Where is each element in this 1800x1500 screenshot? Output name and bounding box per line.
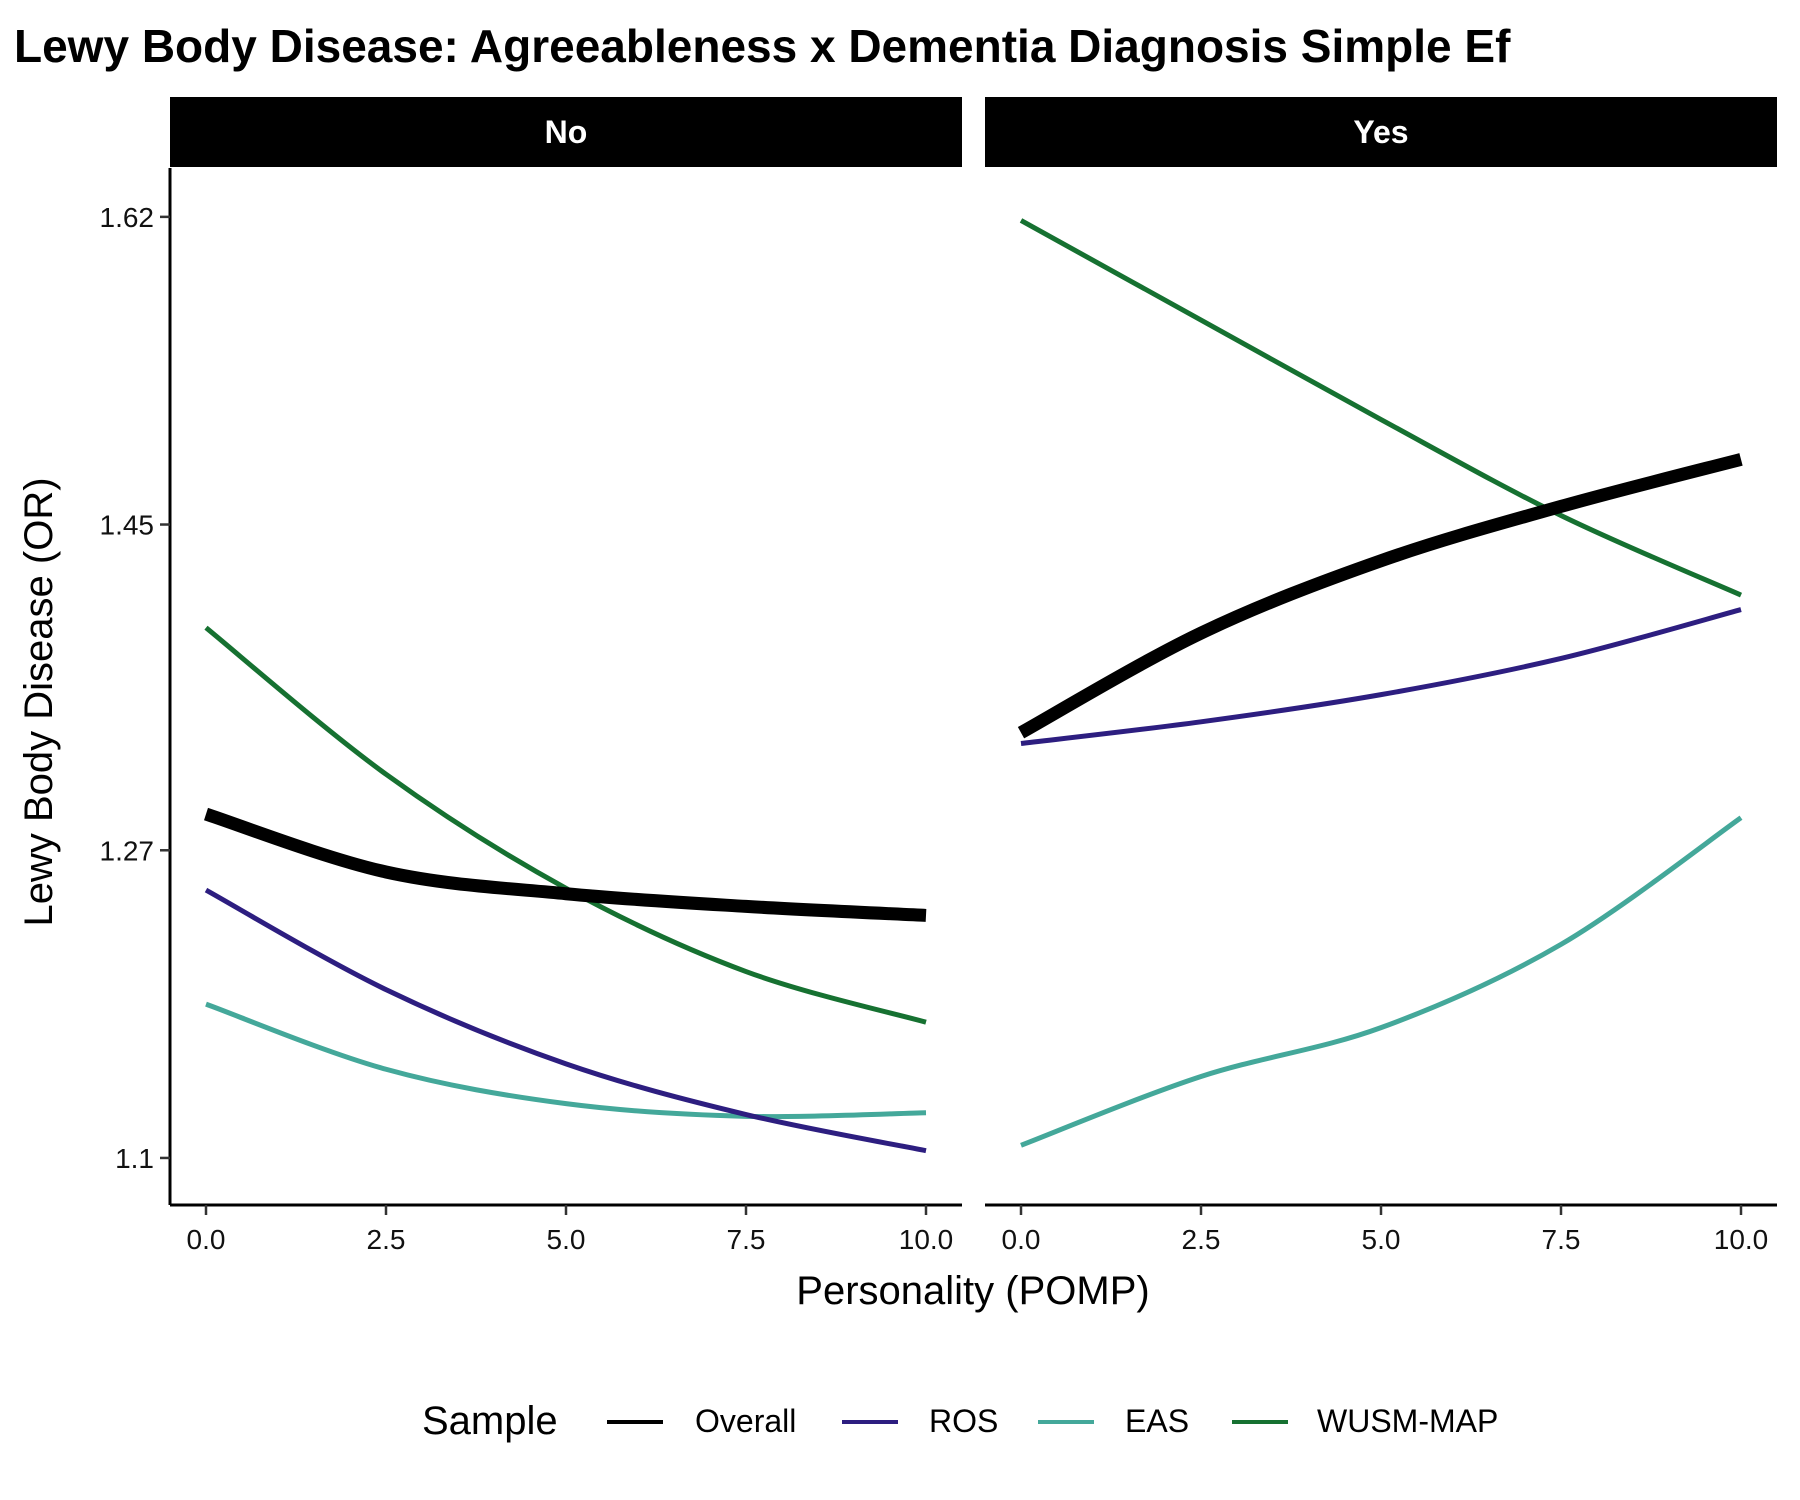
- y-tick-label-1: 1.27: [100, 835, 155, 866]
- series-line-yes-wusm-map: [1019, 218, 1743, 598]
- x-tick-label-yes-3: 7.5: [1542, 1224, 1581, 1255]
- x-tick-label-yes-4: 10.0: [1714, 1224, 1769, 1255]
- x-tick-label-yes-2: 5.0: [1362, 1224, 1401, 1255]
- x-tick-label-no-3: 7.5: [727, 1224, 766, 1255]
- series-line-yes-eas: [1020, 815, 1743, 1148]
- x-tick-label-no-2: 5.0: [547, 1224, 586, 1255]
- y-tick-label-2: 1.45: [100, 510, 155, 541]
- legend-label-overall: Overall: [695, 1403, 796, 1439]
- series-line-no-eas: [205, 1001, 927, 1120]
- y-tick-label-0: 1.1: [115, 1143, 154, 1174]
- panel-strip-label-yes: Yes: [1353, 114, 1408, 150]
- legend-label-wusm-map: WUSM-MAP: [1317, 1403, 1498, 1439]
- x-tick-label-yes-1: 2.5: [1182, 1224, 1221, 1255]
- legend: Sample Overall ROS EAS WUSM-MAP: [422, 1399, 1498, 1443]
- panel-strip-label-no: No: [545, 114, 588, 150]
- panels-group: No 0.0 2.5 5.0 7.5 10.0 1.1 1.27 1.45 1.62 Yes 0.0 2…: [100, 97, 1777, 1255]
- series-line-yes-overall: [1017, 453, 1743, 739]
- series-line-yes-ros: [1020, 607, 1742, 746]
- panel-strip-no: [170, 97, 962, 167]
- panel-strip-yes: [985, 97, 1777, 167]
- y-tick-label-3: 1.62: [100, 202, 155, 233]
- series-line-no-wusm-map: [204, 625, 927, 1025]
- legend-label-eas: EAS: [1125, 1403, 1189, 1439]
- x-tick-label-no-0: 0.0: [187, 1224, 226, 1255]
- x-tick-label-no-4: 10.0: [899, 1224, 954, 1255]
- legend-label-ros: ROS: [929, 1403, 998, 1439]
- series-line-no-overall: [204, 807, 927, 922]
- legend-title: Sample: [422, 1399, 558, 1443]
- x-tick-label-yes-0: 0.0: [1002, 1224, 1041, 1255]
- panel-yes: Yes 0.0 2.5 5.0 7.5 10.0: [985, 97, 1777, 1255]
- x-axis-title: Personality (POMP): [796, 1269, 1149, 1313]
- series-line-no-ros: [204, 887, 927, 1154]
- panel-no: No 0.0 2.5 5.0 7.5 10.0 1.1 1.27 1.45 1.62: [100, 97, 962, 1255]
- x-tick-label-no-1: 2.5: [367, 1224, 406, 1255]
- y-axis-title: Lewy Body Disease (OR): [17, 477, 61, 926]
- chart-title: Lewy Body Disease: Agreeableness x Demen…: [14, 20, 1511, 72]
